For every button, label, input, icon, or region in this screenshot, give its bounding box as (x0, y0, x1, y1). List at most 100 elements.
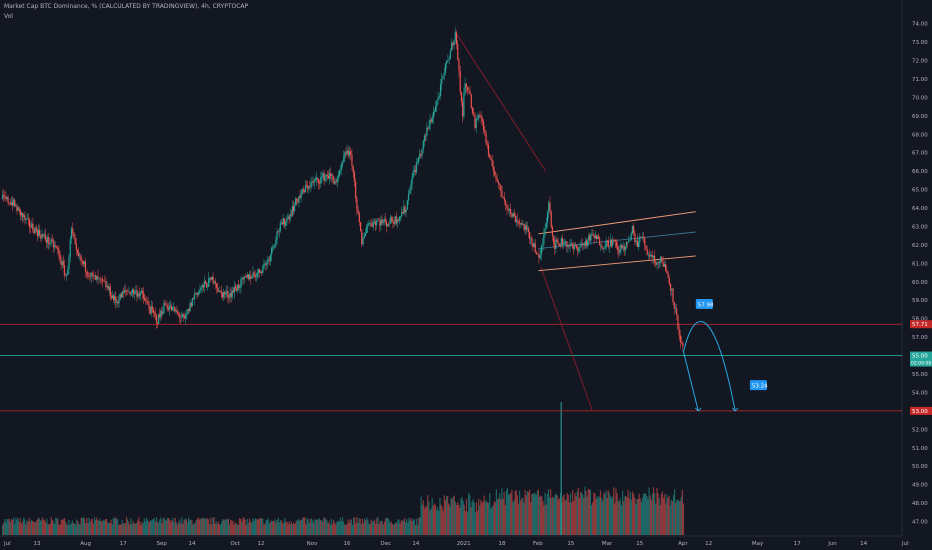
volume-bar (140, 524, 142, 535)
volume-bar (616, 493, 618, 535)
volume-bar (516, 495, 519, 535)
candle-body (232, 290, 234, 293)
candle-body (660, 256, 662, 262)
volume-bar (651, 493, 654, 535)
volume-bar (129, 524, 131, 535)
candle-body (130, 292, 132, 295)
volume-bar (326, 520, 328, 535)
candle-body (481, 118, 483, 122)
candle-body (179, 317, 181, 318)
candle-body (580, 244, 582, 247)
volume-bar (504, 504, 506, 535)
volume-bar (512, 502, 514, 535)
candle-body (512, 213, 514, 217)
volume-bar (530, 502, 532, 535)
price-tag-countdown: 02:09:08 (911, 361, 931, 367)
volume-bar (20, 523, 23, 535)
volume-bar (428, 501, 430, 535)
candle-body (590, 234, 592, 241)
candle-body (619, 250, 621, 253)
volume-bar (584, 486, 586, 535)
volume-bar (426, 507, 428, 535)
volume-bar (2, 524, 4, 535)
candle-body (404, 206, 406, 213)
volume-bar (125, 517, 128, 535)
candle-body (280, 222, 283, 224)
volume-bar (551, 498, 553, 535)
volume-bar (680, 497, 682, 535)
candle-body (67, 269, 69, 276)
volume-bar (65, 522, 67, 535)
volume-bar (520, 500, 522, 535)
volume-bar (637, 499, 639, 535)
candle-body (105, 281, 107, 288)
volume-bar (329, 524, 331, 535)
candle-body (220, 290, 222, 293)
volume-bar (471, 501, 473, 535)
volume-bar (334, 522, 336, 535)
volume-bar (387, 517, 389, 535)
volume-bar (407, 523, 409, 535)
volume-bar (454, 501, 457, 535)
candle-body (120, 293, 122, 298)
candle-body (106, 285, 108, 288)
volume-bar (488, 503, 490, 535)
candle-body (110, 296, 112, 299)
volume-bar (641, 497, 644, 535)
candle-body (393, 222, 395, 224)
volume-bar (406, 519, 408, 535)
volume-bar (634, 497, 636, 535)
volume-bar (324, 517, 326, 535)
volume-bar (142, 523, 144, 535)
candle-body (254, 274, 256, 278)
candle-body (355, 181, 357, 199)
volume-bar (490, 508, 492, 535)
candle-body (140, 290, 143, 293)
candle-body (219, 290, 221, 292)
candle-body (214, 281, 217, 284)
candle-body (284, 218, 286, 226)
volume-bar (553, 498, 555, 535)
volume-bar (34, 522, 36, 535)
volume-bar (41, 517, 44, 535)
candle-body (551, 227, 554, 236)
candle-body (573, 245, 576, 249)
volume-bar (342, 521, 345, 535)
candle-body (562, 244, 565, 245)
volume-bar (507, 494, 510, 535)
candle-body (530, 238, 532, 239)
candle-body (583, 244, 585, 246)
volume-bar (114, 517, 117, 535)
candle-body (652, 255, 654, 258)
candle-body (155, 315, 158, 323)
candle-body (54, 245, 57, 247)
volume-bar (79, 523, 81, 535)
channel-middle-line (538, 231, 696, 250)
volume-bar (485, 500, 488, 535)
candle-body (211, 276, 213, 280)
volume-bar (235, 523, 237, 535)
candle-body (347, 150, 349, 156)
candle-body (579, 246, 581, 248)
volume-bar (484, 502, 486, 535)
volume-bar (52, 521, 55, 535)
volume-bar (99, 518, 101, 535)
candle-body (261, 271, 263, 273)
volume-bar (626, 496, 628, 535)
volume-bar (319, 520, 321, 535)
candle-body (596, 236, 599, 239)
candle-body (36, 230, 39, 236)
volume-bar (69, 524, 71, 535)
volume-bar (540, 495, 542, 535)
volume-bar (588, 489, 590, 535)
candle-body (677, 314, 679, 330)
volume-bar (392, 524, 395, 535)
volume-bar (60, 520, 62, 535)
volume-bar (336, 521, 338, 535)
volume-bar (128, 521, 130, 535)
volume-bar (373, 519, 376, 535)
candle-body (545, 222, 547, 229)
volume-bar (147, 519, 149, 535)
volume-bar (451, 498, 453, 535)
